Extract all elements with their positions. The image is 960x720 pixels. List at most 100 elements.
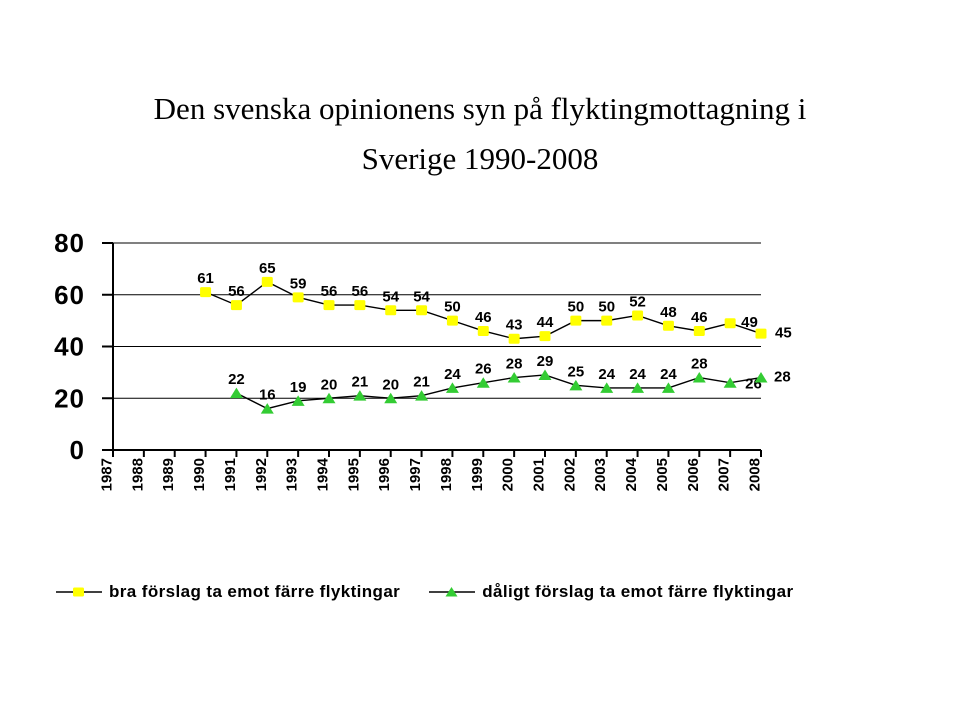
square-marker-icon — [632, 310, 644, 321]
x-tick-label: 1995 — [345, 458, 362, 491]
triangle-marker-icon — [415, 390, 429, 401]
triangle-marker-icon — [692, 372, 706, 383]
triangle-marker-icon — [353, 390, 367, 401]
data-label: 50 — [568, 299, 585, 316]
data-label: 43 — [506, 317, 523, 334]
square-marker-icon — [200, 287, 212, 298]
line-chart-plot: 0 20 40 60 80 1987 1988 1989 1990 1991 1992 1993 199… — [54, 228, 792, 491]
y-tick-label: 0 — [70, 435, 85, 465]
square-marker-icon — [354, 300, 366, 311]
data-label: 50 — [444, 299, 461, 316]
x-tick-label: 1992 — [253, 458, 270, 491]
data-label: 29 — [537, 353, 554, 370]
x-tick-label: 2004 — [623, 457, 640, 491]
yellow-square-legend-marker-icon — [56, 587, 102, 597]
triangle-marker-icon — [384, 392, 398, 404]
data-label: 19 — [290, 379, 307, 396]
data-label: 48 — [660, 304, 677, 321]
data-label: 54 — [382, 288, 399, 305]
square-marker-icon — [477, 325, 489, 336]
data-label: 65 — [259, 260, 276, 277]
data-label: 56 — [321, 283, 338, 300]
triangle-marker-icon — [322, 392, 336, 404]
square-marker-icon — [570, 315, 582, 326]
data-label: 28 — [774, 369, 791, 386]
x-tick-label: 1987 — [99, 458, 116, 491]
data-label: 52 — [629, 293, 646, 310]
triangle-marker-icon — [291, 395, 305, 406]
y-tick-label: 40 — [54, 332, 85, 362]
triangle-marker-icon — [600, 382, 614, 393]
triangle-marker-icon — [507, 372, 521, 383]
legend-item-bra-forslag: bra förslag ta emot färre flyktingar — [56, 582, 400, 602]
x-tick-label: 2002 — [561, 458, 578, 491]
square-marker-icon — [385, 305, 397, 316]
data-label: 20 — [321, 376, 338, 393]
data-label: 28 — [691, 356, 708, 373]
x-tick-label: 2008 — [747, 458, 764, 491]
triangle-marker-icon — [661, 382, 675, 393]
y-tick-label: 60 — [54, 280, 85, 310]
x-tick-label: 2001 — [531, 458, 548, 491]
chart-title-line2: Sverige 1990-2008 — [361, 141, 599, 176]
square-marker-icon — [261, 276, 273, 287]
y-tick-label: 80 — [54, 228, 85, 258]
x-tick-label: 2000 — [500, 458, 517, 491]
triangle-marker-icon — [538, 369, 552, 380]
x-tick-label: 1994 — [315, 457, 332, 491]
data-label: 21 — [352, 374, 369, 391]
y-tick-label: 20 — [54, 383, 85, 413]
green-triangle-legend-marker-icon — [429, 587, 476, 597]
triangle-marker-icon — [631, 382, 645, 393]
data-label: 46 — [691, 309, 708, 326]
x-tick-label: 2006 — [685, 458, 702, 491]
data-label: 45 — [775, 325, 792, 342]
series-line-1 — [236, 374, 762, 410]
square-marker-icon — [662, 320, 674, 331]
square-marker-icon — [755, 328, 767, 339]
square-marker-icon — [693, 325, 705, 336]
data-label: 56 — [228, 283, 245, 300]
triangle-marker-icon — [723, 377, 737, 388]
square-marker-icon — [508, 333, 520, 344]
triangle-marker-icon — [229, 387, 243, 399]
square-marker-icon — [292, 292, 304, 303]
x-tick-label: 1998 — [438, 458, 455, 491]
x-tick-label: 1990 — [191, 458, 208, 491]
data-label: 46 — [475, 309, 492, 326]
square-marker-icon — [323, 300, 335, 311]
data-label: 56 — [352, 283, 369, 300]
x-tick-label: 2005 — [654, 458, 671, 491]
x-tick-label: 2003 — [592, 458, 609, 491]
data-label: 21 — [413, 374, 430, 391]
triangle-marker-icon — [260, 403, 274, 414]
x-tick-label: 1988 — [129, 458, 146, 491]
data-label: 44 — [537, 314, 554, 331]
chart-legend: bra förslag ta emot färre flyktingar dål… — [56, 579, 793, 605]
data-label: 24 — [629, 366, 646, 383]
triangle-marker-icon — [754, 372, 768, 383]
triangle-marker-icon — [445, 382, 459, 393]
data-label: 16 — [259, 387, 276, 404]
square-marker-icon — [601, 315, 613, 326]
x-tick-label: 2007 — [716, 458, 733, 491]
triangle-marker-icon — [476, 377, 490, 388]
data-label: 24 — [598, 366, 615, 383]
x-tick-label: 1997 — [407, 458, 424, 491]
data-label: 54 — [413, 288, 430, 305]
x-tick-label: 1999 — [469, 458, 486, 491]
data-label: 59 — [290, 275, 307, 292]
square-marker-icon — [446, 315, 458, 326]
legend-label-bra-forslag: bra förslag ta emot färre flyktingar — [109, 582, 401, 601]
chart-title-line1: Den svenska opinionens syn på flyktingmo… — [153, 91, 807, 126]
data-label: 28 — [506, 356, 523, 373]
data-label: 61 — [197, 270, 214, 287]
data-label: 22 — [228, 371, 245, 388]
triangle-marker-icon — [569, 379, 583, 391]
chart-title: Den svenska opinionens syn på flyktingmo… — [0, 84, 960, 184]
square-marker-icon — [416, 305, 428, 316]
x-tick-label: 1996 — [376, 458, 393, 491]
data-label: 49 — [741, 314, 758, 331]
square-marker-icon — [724, 318, 736, 329]
